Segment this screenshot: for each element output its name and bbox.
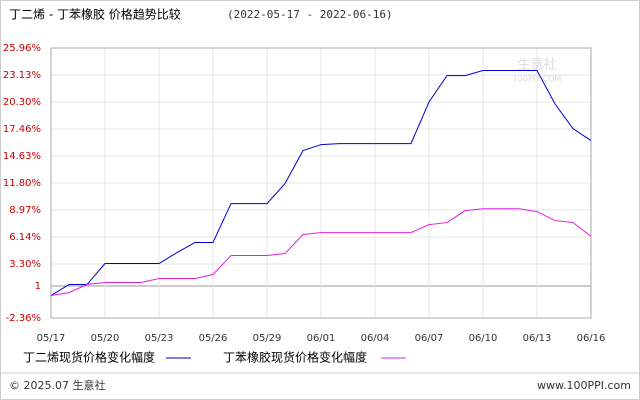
y-tick-label: 8.97%: [9, 205, 41, 216]
x-tick-label: 06/13: [523, 333, 552, 344]
x-tick-label: 05/26: [199, 333, 228, 344]
y-tick-label: 25.96%: [3, 43, 41, 54]
y-tick-label: 20.30%: [3, 97, 41, 108]
y-tick-label: 3.30%: [9, 259, 41, 270]
x-tick-label: 06/07: [415, 333, 444, 344]
series-line: [50, 70, 592, 296]
chart-subtitle: (2022-05-17 - 2022-06-16): [227, 8, 393, 21]
y-tick-label: -2.36%: [6, 313, 41, 324]
x-tick-label: 06/16: [577, 333, 606, 344]
y-tick-label: 23.13%: [3, 70, 41, 81]
y-tick-label: 14.63%: [3, 151, 41, 162]
legend-label: 丁苯橡胶现货价格变化幅度: [223, 350, 367, 365]
x-tick-label: 05/23: [145, 333, 174, 344]
x-tick-label: 05/17: [37, 333, 66, 344]
y-tick-label: 11.80%: [3, 178, 41, 189]
y-tick-label: 6.14%: [9, 232, 41, 243]
x-tick-label: 06/01: [307, 333, 336, 344]
x-tick-label: 05/20: [91, 333, 120, 344]
footer-left: © 2025.07 生意社: [9, 378, 105, 392]
y-tick-label: 1: [35, 281, 41, 292]
footer-right: www.100PPI.com: [537, 379, 631, 392]
legend-label: 丁二烯现货价格变化幅度: [23, 350, 155, 365]
x-tick-label: 06/10: [469, 333, 498, 344]
x-tick-label: 05/29: [253, 333, 282, 344]
plot-border: [50, 47, 592, 319]
series-line: [50, 208, 592, 296]
x-tick-label: 06/04: [361, 333, 390, 344]
chart-title: 丁二烯 - 丁苯橡胶 价格趋势比较: [9, 7, 181, 22]
y-tick-label: 17.46%: [3, 124, 41, 135]
